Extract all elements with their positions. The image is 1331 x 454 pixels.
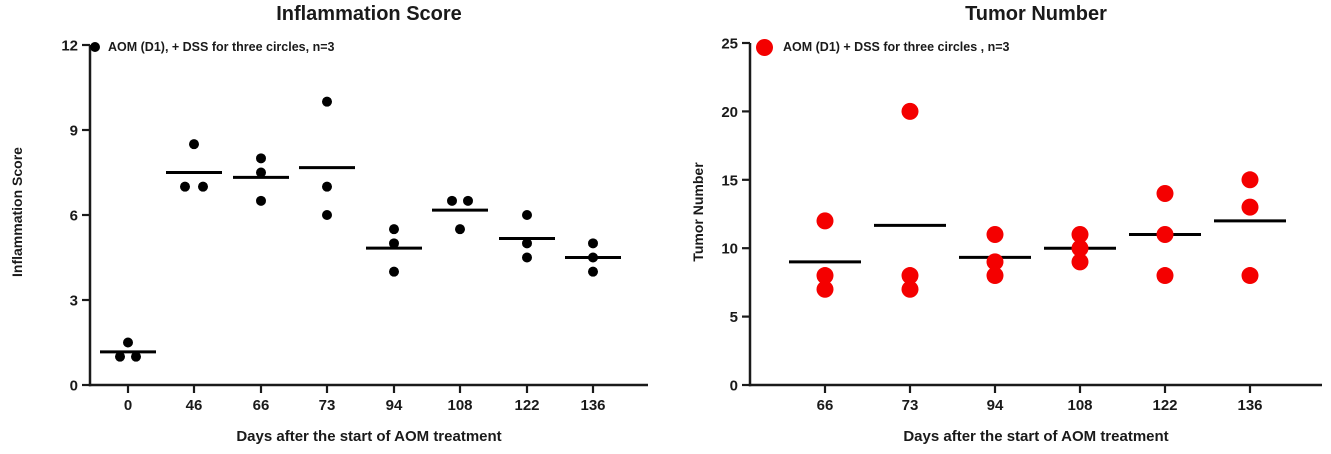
data-point (901, 102, 919, 120)
x-tick-label: 94 (386, 397, 403, 414)
y-tick-label: 10 (721, 241, 738, 258)
x-tick-label: 94 (987, 397, 1004, 414)
x-tick-label: 136 (1237, 397, 1262, 414)
data-point (986, 253, 1004, 271)
data-point (322, 96, 332, 107)
legend-label: AOM (D1), + DSS for three circles, n=3 (108, 40, 335, 54)
x-tick-label: 108 (1067, 397, 1092, 414)
data-point (816, 280, 834, 298)
data-point (115, 351, 125, 362)
data-point (1241, 267, 1259, 285)
data-point (463, 195, 473, 206)
x-tick-label: 108 (447, 397, 472, 414)
x-axis-title: Days after the start of AOM treatment (903, 428, 1169, 445)
legend-dot-icon (90, 42, 100, 52)
y-tick-label: 3 (70, 293, 78, 310)
y-tick-label: 0 (730, 378, 738, 395)
chart-title: Inflammation Score (276, 3, 462, 25)
data-point (1071, 226, 1089, 244)
data-point (816, 267, 834, 285)
y-tick-label: 20 (721, 104, 738, 121)
inflammation-score-panel: 0 3 6 9 12 0 46 66 73 94 108 122 136 Inflammation Sc… (0, 0, 665, 454)
x-tick-label: 136 (580, 397, 605, 414)
x-axis-title: Days after the start of AOM treatment (236, 428, 502, 445)
data-point (455, 224, 465, 235)
y-tick-label: 25 (721, 36, 738, 53)
legend: AOM (D1), + DSS for three circles, n=3 (90, 38, 334, 56)
data-point (1071, 239, 1089, 257)
data-point (986, 226, 1004, 244)
data-point (198, 181, 208, 192)
y-axis-title: Tumor Number (690, 162, 706, 262)
y-tick-label: 9 (70, 123, 78, 140)
x-tick-label: 66 (817, 397, 834, 414)
data-point (1156, 184, 1174, 202)
data-point (816, 212, 834, 230)
x-tick-label: 66 (253, 397, 270, 414)
data-point (1241, 171, 1259, 189)
data-point (389, 238, 399, 249)
data-point (322, 210, 332, 220)
y-tick-label: 15 (721, 172, 738, 189)
data-point (522, 210, 532, 220)
data-point (256, 195, 266, 206)
data-point (447, 195, 457, 206)
data-point (1156, 226, 1174, 244)
x-tick-label: 0 (124, 397, 132, 414)
data-point (389, 224, 399, 235)
data-point (189, 139, 199, 150)
data-point (123, 337, 133, 348)
x-tick-label: 122 (514, 397, 539, 414)
data-point (256, 153, 266, 164)
x-tick-label: 122 (1152, 397, 1177, 414)
inflammation-score-plot: 0 3 6 9 12 0 46 66 73 94 108 122 136 (61, 38, 648, 414)
data-point (389, 266, 399, 277)
data-point (1071, 253, 1089, 271)
tumor-number-plot: 0 5 10 15 20 25 66 73 94 108 122 136 (721, 36, 1322, 414)
y-tick-label: 0 (70, 378, 78, 395)
data-point (588, 266, 598, 277)
data-point (1156, 267, 1174, 285)
data-point (322, 181, 332, 192)
legend: AOM (D1) + DSS for three circles , n=3 (756, 38, 1009, 56)
data-point (256, 167, 266, 178)
y-tick-label: 6 (70, 208, 78, 225)
data-point (522, 252, 532, 263)
data-point (180, 181, 190, 192)
x-tick-label: 73 (319, 397, 336, 414)
data-point (1241, 198, 1259, 216)
y-tick-label: 5 (730, 309, 738, 326)
legend-dot-icon (756, 38, 773, 56)
data-point (522, 238, 532, 249)
x-tick-label: 46 (186, 397, 203, 414)
data-point (986, 267, 1004, 285)
tumor-number-panel: 0 5 10 15 20 25 66 73 94 108 122 136 Tumor Number T… (666, 0, 1331, 454)
x-tick-label: 73 (902, 397, 919, 414)
y-axis-title: Inflammation Score (9, 147, 25, 277)
data-point (588, 238, 598, 249)
data-point (901, 280, 919, 298)
y-tick-label: 12 (61, 38, 78, 55)
chart-title: Tumor Number (965, 3, 1107, 25)
legend-label: AOM (D1) + DSS for three circles , n=3 (783, 40, 1010, 54)
data-point (588, 252, 598, 263)
data-point (901, 267, 919, 285)
data-point (131, 351, 141, 362)
